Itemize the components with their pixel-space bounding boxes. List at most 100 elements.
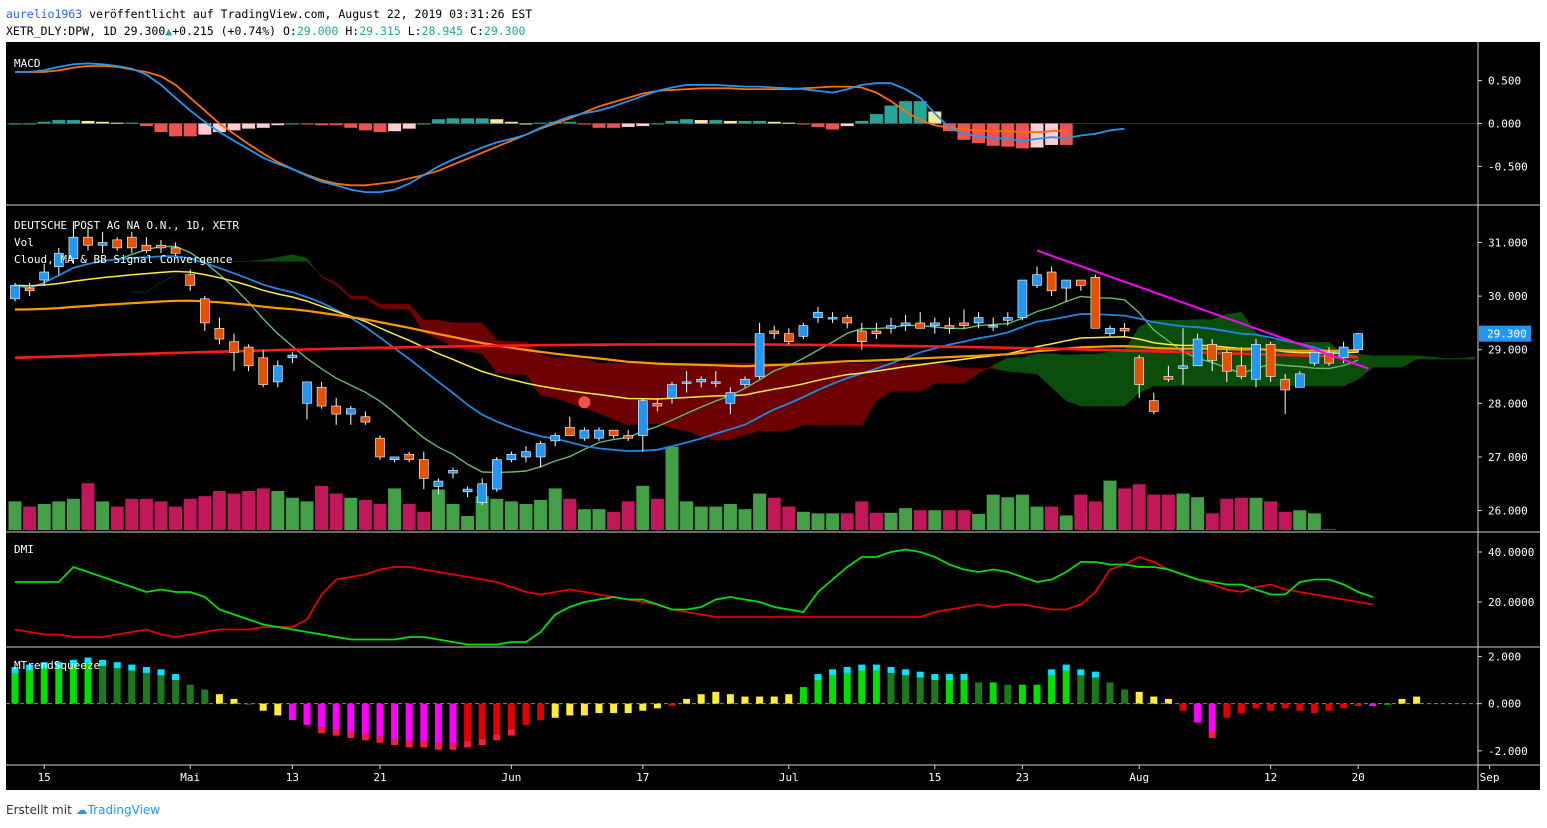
volume-bar: [417, 511, 431, 530]
di-minus-line: [14, 556, 1373, 638]
volume-bar: [753, 493, 767, 530]
volume-bar: [1176, 493, 1190, 530]
trendline: [1036, 249, 1369, 370]
y-tick-label: 2.000: [1488, 650, 1521, 663]
price-title: DEUTSCHE POST AG NA O.N., 1D, XETR: [14, 219, 240, 232]
volume-bar: [271, 491, 285, 530]
x-tick-label: 23: [1016, 771, 1029, 784]
squeeze-cap: [507, 729, 515, 736]
squeeze-bar: [1252, 703, 1260, 709]
x-tick-label: Sep: [1480, 771, 1500, 784]
volume-bar: [1205, 513, 1219, 530]
dmi-pane: [14, 548, 1374, 646]
candle-body: [973, 317, 984, 324]
volume-bar: [796, 511, 810, 530]
macd-histogram-bar: [928, 111, 942, 124]
macd-histogram-bar: [1015, 123, 1029, 149]
candle-body: [229, 341, 239, 353]
vol-title: Vol: [14, 236, 34, 249]
squeeze-bar: [1325, 703, 1333, 711]
candle-body: [141, 244, 152, 251]
squeeze-bar: [595, 703, 603, 714]
candle-body: [360, 416, 371, 423]
volume-bar: [1249, 497, 1263, 530]
macd-histogram-bar: [753, 120, 767, 124]
candle-body: [39, 271, 50, 281]
candle-body: [710, 381, 721, 384]
volume-bar: [1118, 488, 1132, 530]
volume-bar: [840, 513, 854, 530]
candle-body: [1192, 338, 1203, 367]
cloud-segment: [934, 362, 950, 384]
ma-orange-line: [14, 299, 1359, 368]
volume-bar: [1307, 513, 1321, 530]
squeeze-bar: [259, 703, 267, 711]
squeeze-cap: [361, 734, 369, 741]
candle-body: [345, 408, 356, 415]
squeeze-bar: [201, 689, 209, 704]
macd-histogram-bar: [475, 118, 489, 124]
cloud-segment: [1065, 354, 1082, 407]
volume-bar: [826, 513, 840, 530]
axes: 0.500 0.000 -0.500 31.000 30.000 29.000 28.000…: [6, 42, 1540, 790]
volume-bar: [388, 488, 402, 530]
candle-body: [448, 470, 458, 474]
squeeze-bar: [537, 703, 545, 721]
last-price-tag-label: 29.300: [1487, 328, 1527, 341]
y-tick-label: 30.000: [1488, 290, 1528, 303]
author-link[interactable]: aurelio1963: [6, 7, 83, 21]
squeeze-bar: [230, 698, 238, 704]
macd-histogram-bar: [315, 123, 329, 126]
cloud-segment: [817, 362, 833, 426]
volume-bar: [723, 504, 737, 530]
squeeze-cap: [420, 741, 428, 748]
y-tick-label: -0.500: [1488, 160, 1528, 173]
macd-histogram-bar: [636, 123, 650, 127]
volume-bar: [899, 508, 913, 530]
squeeze-bar: [40, 668, 48, 704]
squeeze-bar: [1223, 703, 1231, 718]
squeeze-cap: [887, 666, 895, 673]
volume-bar: [665, 446, 679, 530]
macd-histogram-bar: [650, 123, 664, 125]
candle-body: [1236, 365, 1247, 377]
volume-bar: [1088, 501, 1102, 530]
squeeze-cap: [493, 734, 501, 741]
chart-canvas[interactable]: 0.500 0.000 -0.500 31.000 30.000 29.000 28.000…: [0, 0, 1547, 800]
squeeze-bar: [288, 703, 296, 721]
squeeze-cap: [464, 741, 472, 748]
footer: Erstellt mit ☁TradingView: [6, 803, 160, 817]
y-tick-label: 40.0000: [1488, 546, 1534, 559]
squeeze-bar: [1164, 698, 1172, 704]
squeeze-bar: [215, 694, 223, 704]
tradingview-link[interactable]: TradingView: [87, 803, 161, 817]
squeeze-bar: [449, 703, 457, 744]
volume-bar: [548, 488, 562, 530]
candle-body: [1265, 344, 1276, 377]
candle-body: [127, 236, 137, 249]
squeeze-bar: [464, 703, 472, 742]
macd-histogram-bar: [519, 123, 533, 125]
volume-bar: [1147, 494, 1161, 530]
squeeze-bar: [11, 672, 19, 704]
squeeze-cap: [318, 727, 326, 734]
candle-body: [959, 322, 969, 326]
high-label: H:: [345, 24, 360, 38]
squeeze-bar: [785, 694, 793, 704]
squeeze-cap: [69, 659, 77, 666]
squeeze-bar: [332, 703, 340, 730]
candle-body: [404, 453, 415, 460]
squeeze-cap: [916, 671, 924, 678]
squeeze-bar: [113, 668, 121, 704]
squeeze-bar: [69, 665, 77, 704]
publish-line: aurelio1963 veröffentlicht auf TradingVi…: [6, 7, 532, 21]
macd-line: [15, 62, 1125, 194]
y-tick-label: 20.0000: [1488, 596, 1534, 609]
volume-bar: [344, 497, 358, 530]
x-tick-label: 13: [286, 771, 299, 784]
y-tick-label: 0.000: [1488, 698, 1521, 711]
volume-bar: [212, 491, 226, 530]
squeeze-cap: [84, 657, 92, 664]
macd-histogram-bar: [8, 123, 22, 125]
squeeze-cap: [434, 743, 442, 750]
